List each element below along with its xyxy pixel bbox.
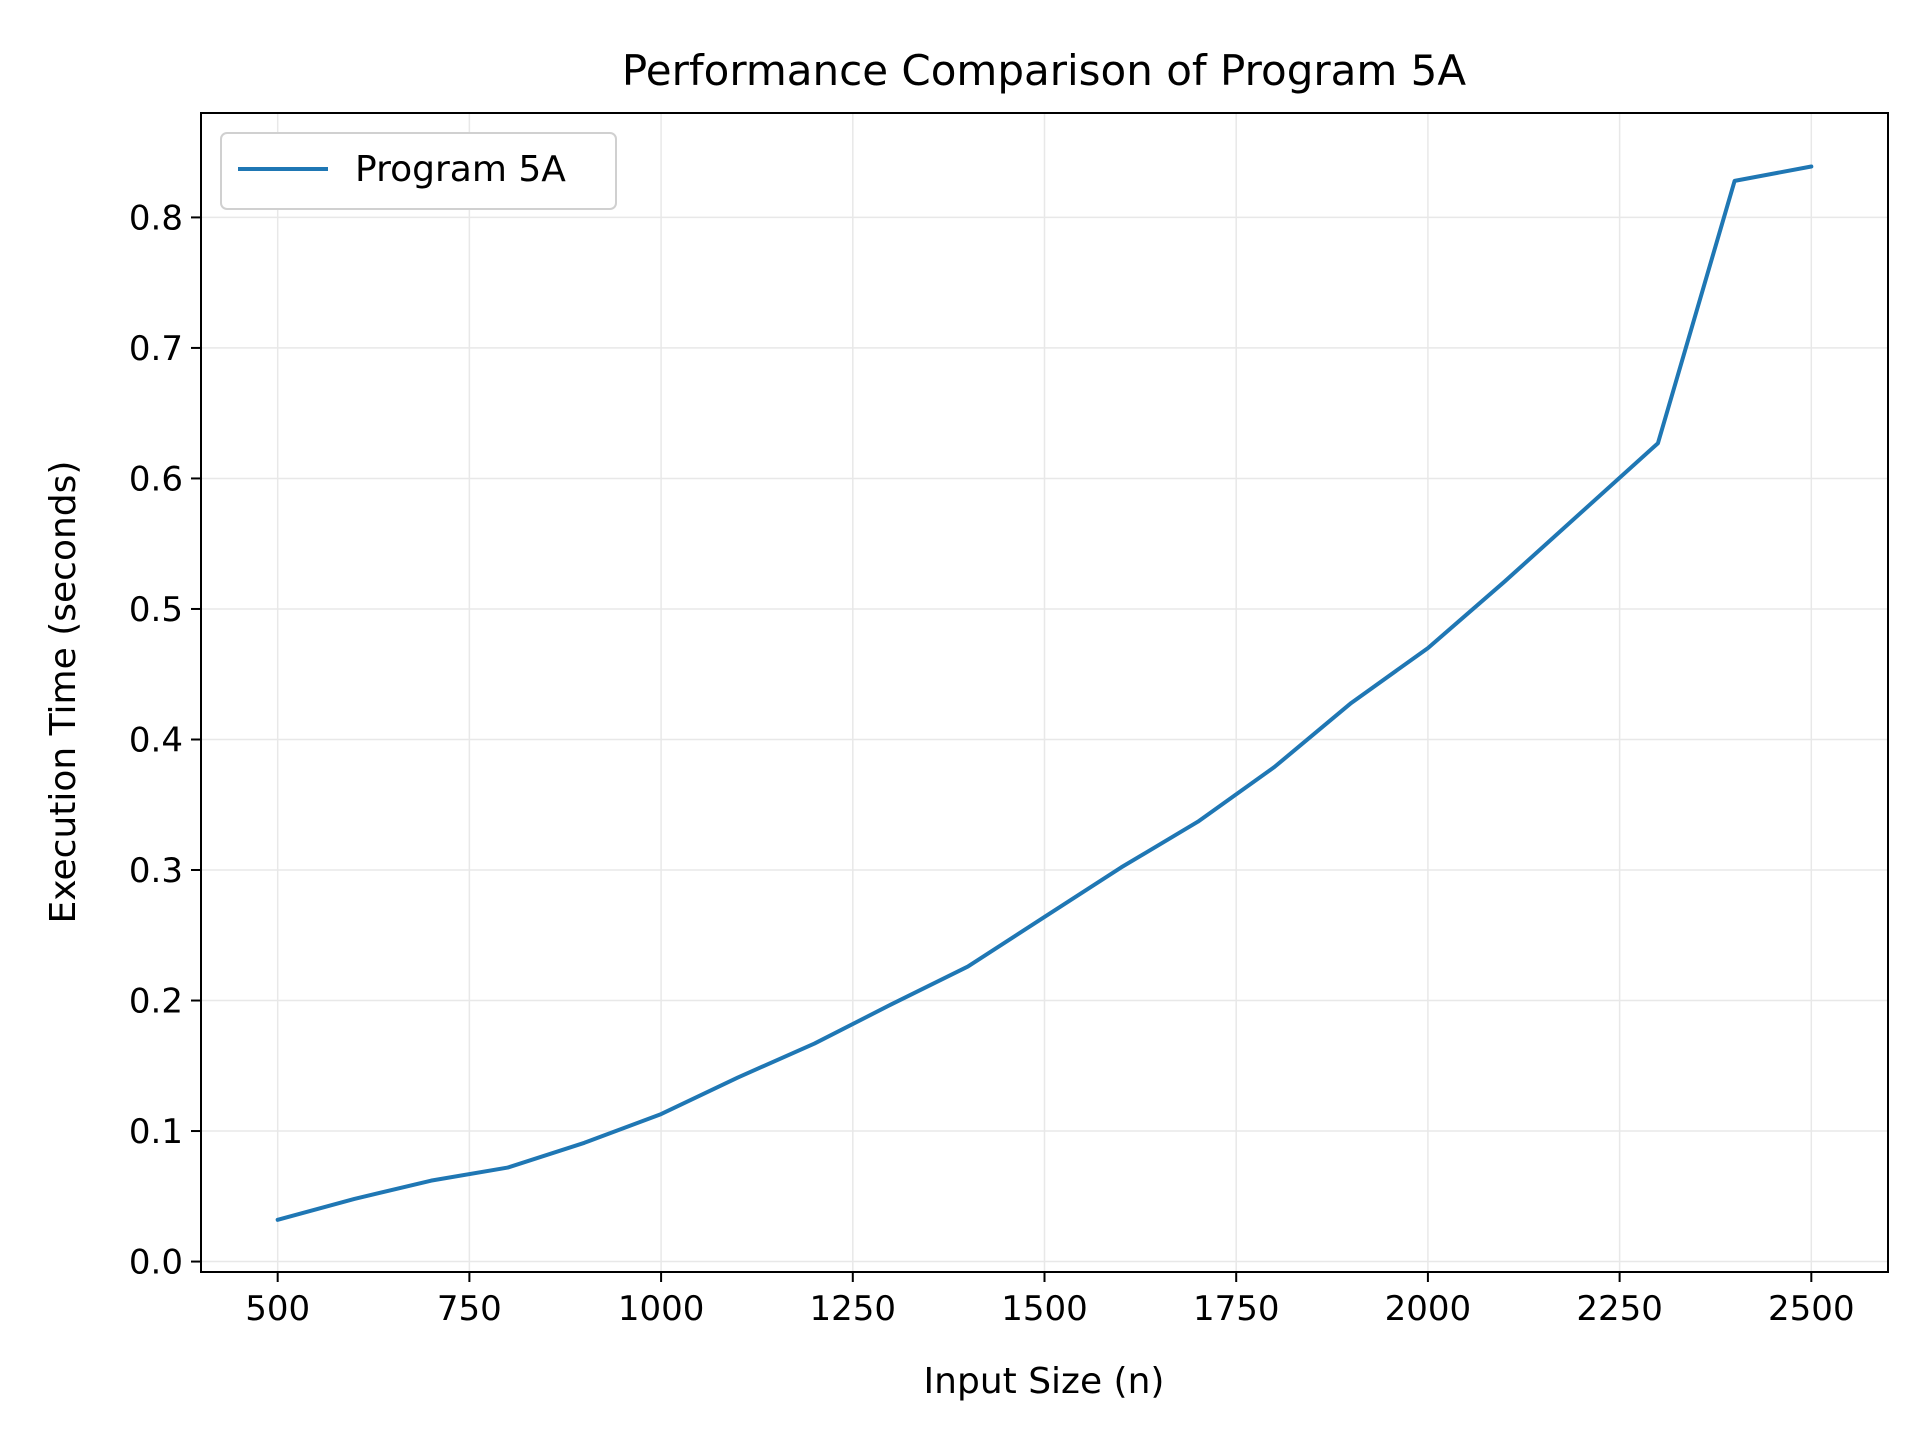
data-point-1200 bbox=[812, 1042, 816, 1046]
legend-label-program-5a: Program 5A bbox=[355, 149, 566, 190]
x-tick-label-1250: 1250 bbox=[810, 1289, 897, 1329]
x-tick-label-1000: 1000 bbox=[618, 1289, 705, 1329]
data-point-1500 bbox=[1043, 915, 1047, 919]
y-tick-label-0.8: 0.8 bbox=[129, 198, 183, 238]
y-axis-label: Execution Time (seconds) bbox=[43, 461, 84, 924]
legend: Program 5A bbox=[220, 132, 617, 210]
series-layer bbox=[275, 164, 1814, 1222]
data-point-1700 bbox=[1196, 820, 1200, 824]
y-tick-label-0.7: 0.7 bbox=[129, 329, 183, 369]
data-point-2100 bbox=[1503, 580, 1507, 584]
x-tick-label-750: 750 bbox=[437, 1289, 502, 1329]
data-point-2400 bbox=[1733, 179, 1737, 183]
y-tick-label-0.3: 0.3 bbox=[129, 851, 183, 891]
data-point-2200 bbox=[1579, 510, 1583, 514]
x-tick-label-2250: 2250 bbox=[1576, 1289, 1663, 1329]
data-point-1300 bbox=[889, 1002, 893, 1006]
data-point-900 bbox=[582, 1141, 586, 1145]
data-point-1800 bbox=[1273, 765, 1277, 769]
y-tick-label-0.5: 0.5 bbox=[129, 590, 183, 630]
x-tick-label-1500: 1500 bbox=[1001, 1289, 1088, 1329]
data-point-1900 bbox=[1349, 701, 1353, 705]
x-tick-label-1750: 1750 bbox=[1193, 1289, 1280, 1329]
x-axis: 500 750 1000 1250 1500 1750 2000 2250 2500 bbox=[245, 1272, 1855, 1329]
chart-title: Performance Comparison of Program 5A bbox=[622, 46, 1466, 95]
data-point-2300 bbox=[1656, 441, 1660, 445]
data-point-2000 bbox=[1426, 646, 1430, 650]
x-axis-label: Input Size (n) bbox=[924, 1361, 1165, 1402]
x-tick-label-2000: 2000 bbox=[1385, 1289, 1472, 1329]
y-tick-label-0.1: 0.1 bbox=[129, 1112, 183, 1152]
data-point-1400 bbox=[966, 965, 970, 969]
data-point-500 bbox=[276, 1218, 280, 1222]
y-tick-label-0.2: 0.2 bbox=[129, 982, 183, 1022]
series-line-program-5a bbox=[275, 164, 1814, 1222]
data-point-1100 bbox=[736, 1076, 740, 1080]
grid-layer bbox=[201, 113, 1888, 1272]
y-axis: 0.0 0.1 0.2 0.3 0.4 0.5 0.6 0.7 0.8 bbox=[129, 198, 201, 1283]
y-tick-label-0.6: 0.6 bbox=[129, 459, 183, 499]
x-tick-label-500: 500 bbox=[245, 1289, 310, 1329]
data-point-1600 bbox=[1119, 865, 1123, 869]
legend-box bbox=[220, 132, 617, 210]
data-point-600 bbox=[352, 1197, 356, 1201]
data-point-2500 bbox=[1809, 165, 1813, 169]
data-point-800 bbox=[506, 1166, 510, 1170]
y-tick-label-0.4: 0.4 bbox=[129, 720, 183, 760]
data-point-1000 bbox=[659, 1112, 663, 1116]
x-tick-label-2500: 2500 bbox=[1768, 1289, 1855, 1329]
y-tick-label-0.0: 0.0 bbox=[129, 1243, 183, 1283]
data-point-700 bbox=[429, 1179, 433, 1183]
